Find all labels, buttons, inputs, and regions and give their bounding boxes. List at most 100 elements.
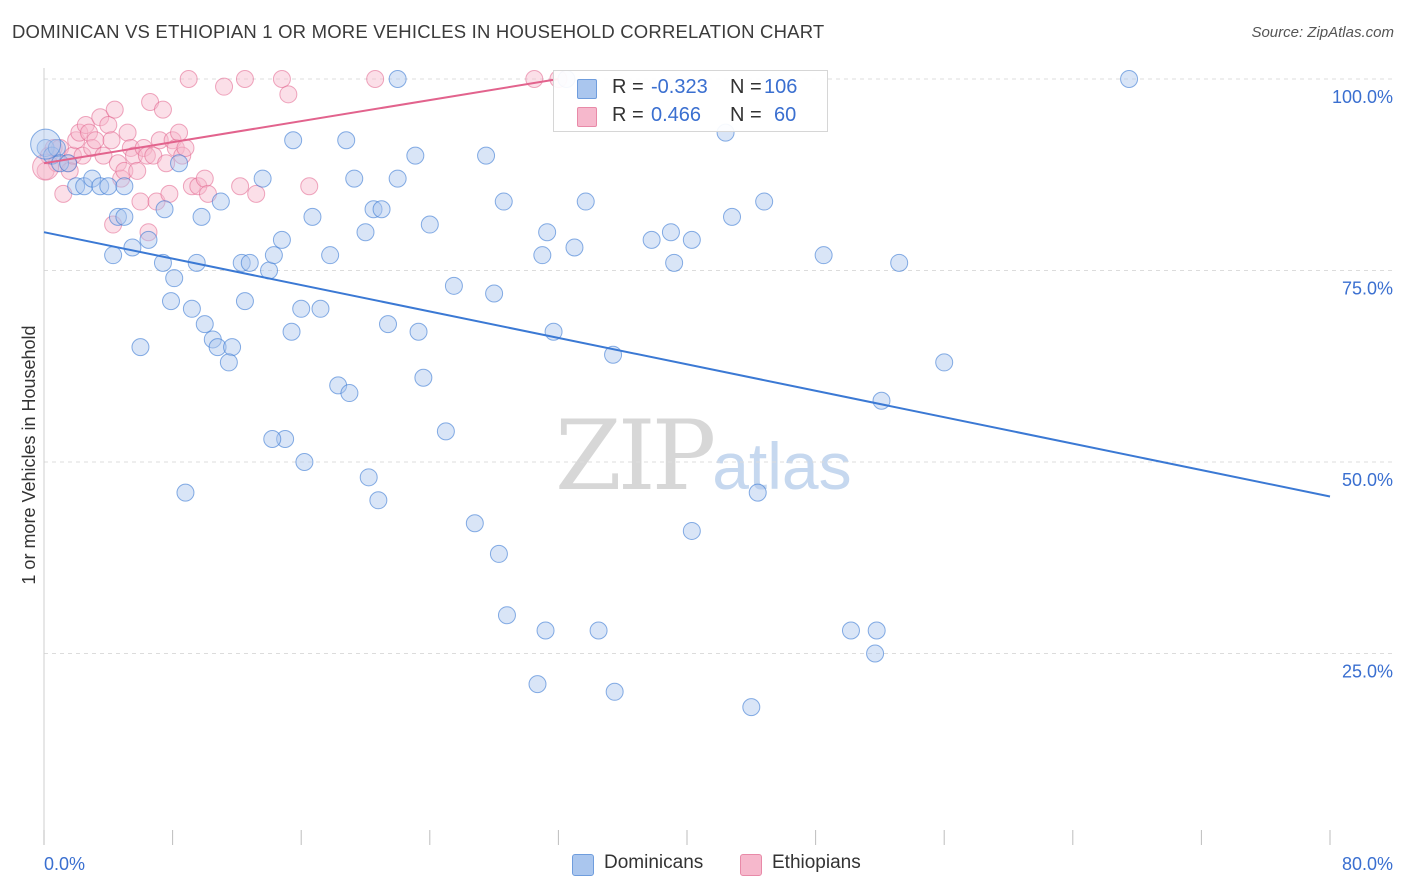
ethiopian-point — [105, 100, 124, 119]
dominican-point — [372, 200, 391, 219]
dominican-point — [1120, 70, 1139, 88]
ethiopian-point — [157, 154, 176, 173]
dominican-point — [276, 430, 295, 449]
dominican-point — [176, 483, 195, 502]
ethiopian-point — [366, 70, 385, 88]
dominican-point — [742, 698, 761, 717]
ethiopian-point — [231, 177, 250, 196]
dominican-point — [497, 606, 516, 625]
dominican-point — [139, 230, 158, 249]
dominican-point — [814, 246, 833, 265]
dominican-point — [115, 207, 134, 226]
ethiopian-point — [70, 123, 89, 142]
dominican-point — [589, 621, 608, 640]
dominicans-points — [30, 70, 1139, 717]
ethiopian-point — [115, 161, 134, 180]
dominican-point — [292, 299, 311, 318]
bottom-legend-label-ethiopians: Ethiopians — [772, 852, 861, 873]
x-tick-label: 80.0% — [1342, 854, 1393, 874]
dominican-point — [866, 644, 885, 663]
dominican-point — [161, 292, 180, 311]
ethiopian-point — [108, 154, 127, 173]
dominican-point — [409, 322, 428, 341]
dominican-point — [182, 299, 201, 318]
ethiopian-point — [272, 70, 291, 88]
ethiopian-point — [160, 184, 179, 203]
dominican-point — [489, 544, 508, 563]
dominican-point — [240, 253, 259, 272]
ethiopian-point — [166, 138, 185, 157]
ethiopian-point — [215, 77, 234, 96]
dominican-point — [219, 353, 238, 372]
bottom-legend-swatch-dominicans — [572, 854, 594, 876]
dominican-point — [223, 338, 242, 357]
ethiopian-point — [235, 70, 254, 88]
legend-n-value: 106 — [764, 76, 798, 98]
correlation-legend: R = -0.323 N = 106 R = 0.466 N = 60 — [553, 70, 828, 132]
ethiopian-point — [247, 184, 266, 203]
ethiopian-point — [525, 70, 544, 88]
dominican-point — [436, 422, 455, 441]
ethiopian-point — [153, 100, 172, 119]
dominican-point — [485, 284, 504, 303]
dominican-point — [388, 70, 407, 88]
dominican-point — [311, 299, 330, 318]
dominican-point — [303, 207, 322, 226]
dominican-point — [104, 246, 123, 265]
dominican-point — [538, 223, 557, 242]
dominican-point — [565, 238, 584, 257]
legend-n-label: N = — [730, 104, 762, 126]
legend-row-dominicans: R = -0.323 N = 106 — [554, 74, 827, 102]
y-tick-label: 75.0% — [1342, 279, 1393, 299]
dominican-point — [369, 491, 388, 510]
dominican-point — [935, 353, 954, 372]
dominican-point — [30, 128, 62, 160]
watermark: ZIPatlas — [555, 400, 852, 512]
dominican-point — [748, 483, 767, 502]
ethiopians-trend-line — [43, 78, 559, 165]
dominican-point — [153, 253, 172, 272]
dominican-point — [755, 192, 774, 211]
dominican-point — [340, 384, 359, 403]
dominican-point — [528, 675, 547, 694]
axis-labels: 100.0% 75.0% 50.0% 25.0% 0.0% 80.0% 1 or more … — [19, 87, 1393, 874]
dominican-point — [321, 246, 340, 265]
dominican-point — [379, 315, 398, 334]
dominican-point — [295, 453, 314, 471]
dominican-point — [192, 207, 211, 226]
dominican-point — [477, 146, 496, 165]
x-tick-label: 0.0% — [44, 854, 85, 874]
dominican-point — [345, 169, 364, 188]
y-tick-label: 50.0% — [1342, 470, 1393, 490]
dominican-point — [414, 368, 433, 387]
axes — [43, 68, 1331, 845]
dominican-point — [195, 315, 214, 334]
trend-lines — [43, 78, 1331, 498]
dominican-point — [576, 192, 595, 211]
legend-swatch-ethiopians — [577, 107, 597, 127]
dominican-point — [155, 200, 174, 219]
ethiopian-point — [195, 169, 214, 188]
y-tick-label: 100.0% — [1332, 87, 1393, 107]
ethiopian-point — [125, 146, 144, 165]
source-credit: Source: ZipAtlas.com — [1251, 24, 1394, 41]
dominican-point — [356, 223, 375, 242]
dominican-point — [420, 215, 439, 234]
dominican-point — [841, 621, 860, 640]
legend-n-label: N = — [730, 76, 762, 98]
bottom-legend-swatch-ethiopians — [740, 854, 762, 876]
dominican-point — [444, 276, 463, 295]
dominican-point — [359, 468, 378, 487]
legend-r-value: -0.323 — [651, 76, 708, 98]
dominican-point — [99, 177, 118, 196]
dominican-point — [605, 682, 624, 701]
watermark-atlas: atlas — [712, 429, 852, 503]
dominican-point — [661, 223, 680, 242]
ethiopian-point — [139, 223, 158, 242]
legend-r-value: 0.466 — [651, 104, 702, 126]
y-tick-label: 25.0% — [1342, 662, 1393, 682]
dominican-point — [235, 292, 254, 311]
dominican-point — [170, 154, 189, 173]
dominican-point — [282, 322, 301, 341]
ethiopian-point — [170, 123, 189, 142]
